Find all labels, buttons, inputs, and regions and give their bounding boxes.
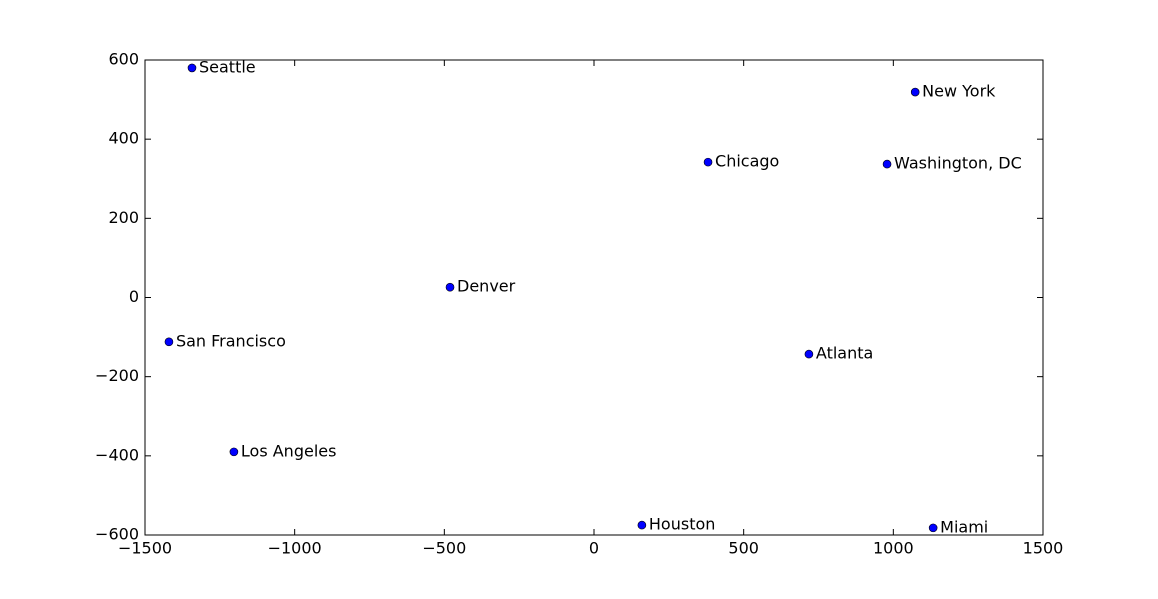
point xyxy=(445,282,455,292)
point-label: Atlanta xyxy=(816,344,873,363)
point-label: Denver xyxy=(457,277,516,296)
point xyxy=(187,63,197,73)
point-label: Seattle xyxy=(199,57,256,76)
y-tick-label: 600 xyxy=(108,50,139,69)
x-tick-label: −1500 xyxy=(118,539,172,558)
point-label: Chicago xyxy=(715,152,779,171)
y-tick-label: −400 xyxy=(95,445,139,464)
x-tick-label: 0 xyxy=(589,539,599,558)
x-tick-label: 1500 xyxy=(1023,539,1064,558)
point-label: Houston xyxy=(649,515,716,534)
point xyxy=(637,520,647,530)
point-label: San Francisco xyxy=(176,331,286,350)
point xyxy=(928,523,938,533)
point-label: Miami xyxy=(940,517,988,536)
point xyxy=(882,159,892,169)
y-tick-label: 200 xyxy=(108,208,139,227)
point xyxy=(804,349,814,359)
y-tick-label: 400 xyxy=(108,129,139,148)
point-label: New York xyxy=(922,82,996,101)
x-tick-label: −1000 xyxy=(268,539,322,558)
point xyxy=(703,157,713,167)
y-tick-label: −600 xyxy=(95,525,139,544)
plot-frame xyxy=(144,59,1044,536)
point xyxy=(910,87,920,97)
point-label: Washington, DC xyxy=(894,154,1022,173)
point xyxy=(229,447,239,457)
x-tick-label: 1000 xyxy=(873,539,914,558)
y-tick-label: 0 xyxy=(129,287,139,306)
point xyxy=(164,337,174,347)
y-tick-label: −200 xyxy=(95,366,139,385)
x-tick-label: 500 xyxy=(728,539,759,558)
x-tick-label: −500 xyxy=(422,539,466,558)
point-label: Los Angeles xyxy=(241,441,337,460)
